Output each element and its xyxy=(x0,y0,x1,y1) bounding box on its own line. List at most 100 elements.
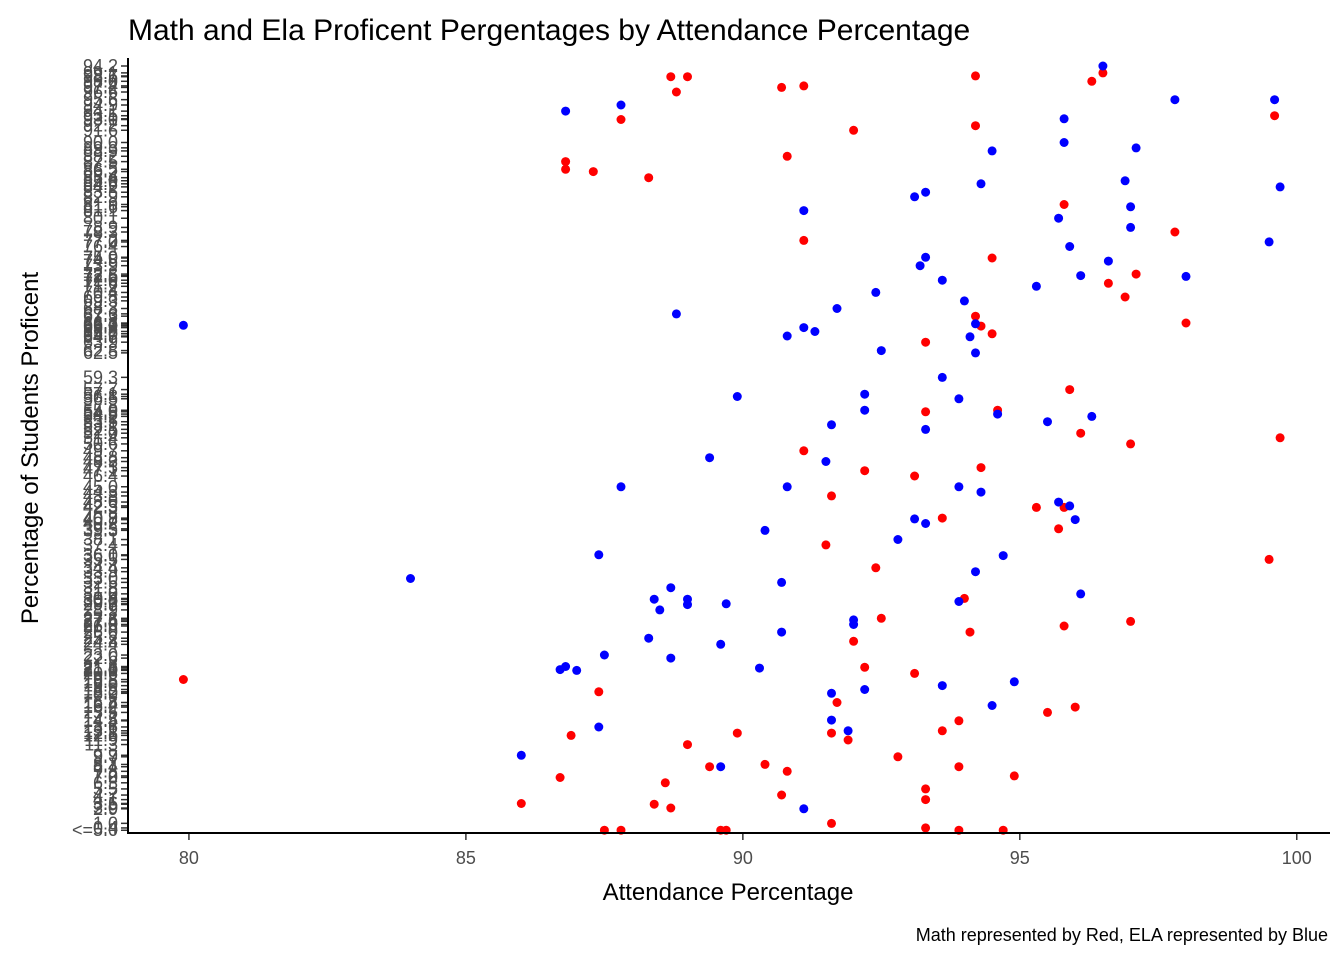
y-tick-label: 89.3 xyxy=(83,138,118,158)
math-point xyxy=(671,87,681,97)
ela-point xyxy=(827,715,836,725)
y-tick-label: 31.0 xyxy=(83,584,118,604)
math-point xyxy=(760,759,770,769)
math-point xyxy=(910,668,920,678)
y-tick-label: 81.6 xyxy=(83,197,118,217)
y-tick-label: 8.7 xyxy=(93,754,118,774)
ela-point xyxy=(1054,213,1064,223)
y-tick-label: 56.5 xyxy=(83,389,118,409)
math-point xyxy=(683,72,692,82)
y-tick-label: 36.0 xyxy=(83,546,118,566)
y-tick-label: 68.3 xyxy=(83,299,118,319)
math-point xyxy=(987,329,997,339)
ela-point xyxy=(561,106,571,116)
math-point xyxy=(616,115,626,124)
y-tick-label: 12.8 xyxy=(83,723,118,743)
y-tick-label: 40.8 xyxy=(83,509,118,529)
y-tick-label: 57.7 xyxy=(83,380,118,400)
math-point xyxy=(1181,318,1191,328)
y-tick-label: 16.8 xyxy=(83,692,118,712)
ela-point xyxy=(893,535,903,544)
y-tick-label: 70.4 xyxy=(83,282,118,302)
y-tick-label: 2.9 xyxy=(93,799,118,819)
math-point xyxy=(976,463,986,473)
y-tick-label: 21.1 xyxy=(83,660,118,680)
ela-point xyxy=(594,722,604,732)
y-tick-label: 62.5 xyxy=(83,343,118,363)
y-tick-label: 78.3 xyxy=(83,222,118,242)
y-tick-label: 45.0 xyxy=(83,477,118,497)
math-point xyxy=(705,762,715,772)
y-tick-label: 72.6 xyxy=(83,266,118,286)
math-point xyxy=(827,728,836,738)
y-tick-label: 18.0 xyxy=(83,683,118,703)
ela-point xyxy=(976,179,986,189)
math-point xyxy=(921,784,931,794)
y-tick-label: 24.4 xyxy=(83,634,118,654)
y-tick-label: 11.9 xyxy=(84,730,118,750)
x-tick-label: 90 xyxy=(733,848,753,868)
x-tick-label: 95 xyxy=(1010,848,1030,868)
ela-point xyxy=(876,346,886,356)
math-point xyxy=(827,818,836,828)
math-point xyxy=(799,235,809,245)
ela-point xyxy=(921,252,931,262)
ela-point xyxy=(1098,61,1108,71)
ela-point xyxy=(1120,176,1130,186)
y-tick-label: 7.0 xyxy=(93,767,118,787)
ela-point xyxy=(716,762,726,772)
y-tick-label: 20.6 xyxy=(83,663,118,683)
y-tick-label: 90.0 xyxy=(83,133,118,153)
math-point xyxy=(1098,68,1108,78)
math-point xyxy=(821,540,831,550)
y-tick-label: 14.4 xyxy=(83,711,118,731)
y-tick-label: 0.4 xyxy=(93,818,118,838)
y-tick-label: 1.0 xyxy=(93,813,118,833)
math-point xyxy=(666,72,676,82)
ela-point xyxy=(777,627,787,637)
math-point xyxy=(849,636,859,646)
y-tick-label: 9.7 xyxy=(93,747,118,767)
y-tick-label: 6.3 xyxy=(93,773,118,793)
ela-point xyxy=(594,550,604,560)
ela-point xyxy=(799,206,809,216)
y-tick-label: 84.2 xyxy=(83,177,118,197)
ela-point xyxy=(1131,143,1141,153)
ela-point xyxy=(1009,677,1019,687)
math-point xyxy=(516,799,526,808)
math-point xyxy=(860,466,870,476)
y-tick-label: 40.9 xyxy=(83,508,118,528)
ela-point xyxy=(516,750,526,760)
ela-point xyxy=(406,574,415,583)
ela-point xyxy=(1264,237,1274,247)
ela-point xyxy=(1065,242,1075,251)
y-tick-label: 34.4 xyxy=(83,558,118,578)
math-point xyxy=(954,762,964,772)
y-tick-label: 43.0 xyxy=(83,492,118,512)
ela-point xyxy=(860,389,870,399)
y-tick-label: 91.6 xyxy=(83,120,118,140)
y-tick-label: 30.0 xyxy=(83,592,118,612)
y-tick-label: 97.2 xyxy=(83,77,118,97)
ela-point xyxy=(937,372,947,382)
ela-point xyxy=(860,405,870,415)
y-tick-label: 29.6 xyxy=(83,595,118,615)
y-tick-label: 51.4 xyxy=(83,428,118,448)
ela-point xyxy=(671,309,681,319)
y-tick-label: 93.5 xyxy=(83,106,118,126)
y-tick-label: 35.5 xyxy=(83,549,118,569)
ela-point xyxy=(921,187,931,197)
math-point xyxy=(732,728,742,738)
y-tick-label: 54.5 xyxy=(83,404,118,424)
math-point xyxy=(1065,385,1075,395)
x-axis-title: Attendance Percentage xyxy=(603,879,854,906)
y-tick-label: 72.5 xyxy=(83,266,118,286)
math-point xyxy=(566,730,576,740)
y-tick-label: 3.0 xyxy=(93,798,118,818)
math-point xyxy=(561,157,571,167)
y-tick-label: 40.2 xyxy=(83,513,118,533)
y-axis-ticks: <=5.00.41.02.93.03.53.64.14.75.56.37.07.… xyxy=(72,56,128,840)
math-point xyxy=(1009,771,1019,781)
math-point xyxy=(1126,439,1136,449)
